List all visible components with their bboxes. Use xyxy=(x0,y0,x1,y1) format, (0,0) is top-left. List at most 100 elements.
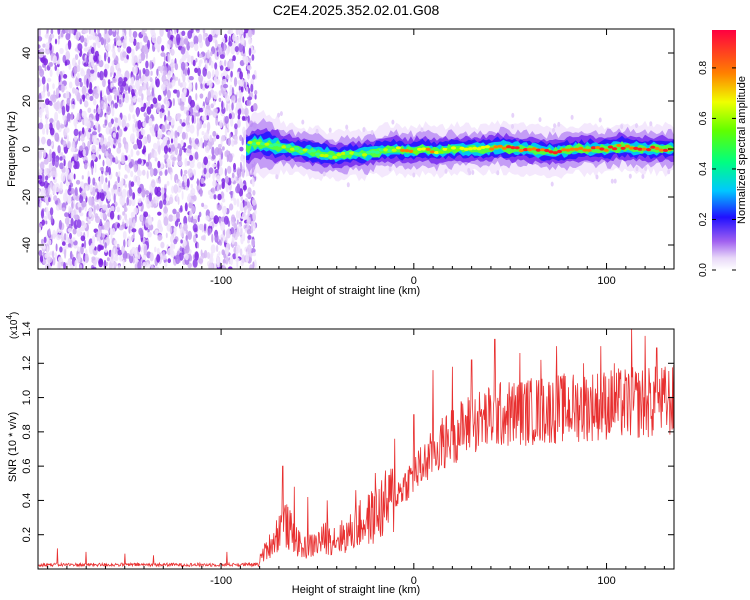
noise-speckle xyxy=(191,114,194,124)
noise-speckle xyxy=(199,187,203,197)
noise-speckle xyxy=(54,111,59,122)
noise-speckle xyxy=(218,97,222,102)
snr-series-line xyxy=(38,329,674,568)
noise-speckle xyxy=(221,135,226,142)
y-tick-label: 1.2 xyxy=(21,356,33,371)
y-tick-label: -20 xyxy=(21,189,33,205)
noise-speckle xyxy=(243,206,247,214)
noise-speckle xyxy=(99,137,104,146)
noise-speckle xyxy=(66,112,71,122)
noise-speckle xyxy=(238,42,244,53)
noise-speckle xyxy=(210,29,216,37)
noise-speckle xyxy=(164,120,168,129)
noise-speckle xyxy=(173,184,179,194)
noise-speckle xyxy=(203,167,207,175)
colorbar-ticks: 0.0 0.2 0.4 0.6 0.8 xyxy=(698,61,736,277)
noise-speckle xyxy=(136,150,140,156)
noise-speckle xyxy=(218,217,221,224)
noise-speckle xyxy=(86,120,91,129)
noise-speckle xyxy=(224,168,227,177)
noise-speckle xyxy=(104,52,107,62)
signal-core-point xyxy=(383,148,389,152)
noise-speckle xyxy=(231,102,234,111)
signal-core-point xyxy=(518,148,525,153)
noise-speckle xyxy=(41,238,44,245)
noise-speckle xyxy=(128,217,132,226)
noise-speckle xyxy=(194,138,199,145)
noise-speckle xyxy=(187,67,190,76)
noise-speckle xyxy=(154,126,157,133)
noise-speckle xyxy=(47,77,52,83)
noise-speckle xyxy=(52,229,57,240)
noise-speckle xyxy=(204,132,209,141)
noise-speckle xyxy=(151,31,157,39)
noise-speckle xyxy=(179,147,183,157)
noise-speckle xyxy=(114,102,118,109)
noise-speckle xyxy=(81,85,87,95)
colorbar-tick-label: 0.0 xyxy=(698,263,709,277)
signal-speckle xyxy=(649,121,653,127)
signal-core-point xyxy=(561,148,567,152)
noise-speckle xyxy=(89,82,93,91)
noise-speckle xyxy=(86,132,90,140)
noise-speckle xyxy=(183,240,187,247)
snr-multiplier-base: (x10 xyxy=(9,319,20,339)
noise-speckle xyxy=(51,94,57,103)
noise-speckle xyxy=(123,58,129,64)
noise-speckle xyxy=(160,241,165,249)
noise-speckle xyxy=(211,163,217,168)
noise-speckle xyxy=(112,77,117,83)
noise-speckle xyxy=(82,148,86,157)
noise-speckle xyxy=(118,160,122,170)
noise-speckle xyxy=(157,94,162,102)
noise-speckle xyxy=(150,103,154,109)
noise-speckle xyxy=(227,165,232,174)
noise-speckle xyxy=(236,183,240,192)
signal-core-point xyxy=(552,151,558,155)
signal-speckle xyxy=(412,172,416,178)
noise-speckle xyxy=(184,202,188,212)
noise-speckle xyxy=(47,256,53,264)
noise-speckle xyxy=(171,144,176,152)
noise-speckle xyxy=(202,123,207,129)
noise-speckle xyxy=(49,127,55,136)
noise-speckle xyxy=(229,84,233,93)
noise-speckle xyxy=(198,211,202,218)
noise-speckle xyxy=(155,78,160,88)
signal-core-point xyxy=(353,152,359,156)
noise-speckle xyxy=(91,165,94,176)
signal-core-point xyxy=(442,147,448,151)
noise-speckle xyxy=(140,214,144,222)
signal-core-point xyxy=(603,148,609,152)
noise-speckle xyxy=(204,108,210,117)
noise-speckle xyxy=(150,70,153,76)
noise-speckle xyxy=(238,210,241,220)
noise-speckle xyxy=(231,86,234,97)
noise-speckle xyxy=(130,76,135,85)
noise-speckle xyxy=(81,127,85,135)
noise-speckle xyxy=(143,35,149,43)
signal-core-point xyxy=(480,145,486,149)
noise-speckle xyxy=(189,199,194,204)
noise-speckle xyxy=(205,215,210,221)
noise-speckle xyxy=(172,215,177,222)
noise-speckle xyxy=(121,188,127,198)
noise-speckle xyxy=(186,178,190,188)
noise-speckle xyxy=(209,222,212,227)
signal-core-point xyxy=(340,151,346,155)
signal-core-point xyxy=(489,147,495,151)
noise-speckle xyxy=(194,67,199,74)
noise-speckle xyxy=(148,96,151,107)
noise-speckle xyxy=(112,132,117,138)
signal-core-point xyxy=(357,152,363,156)
noise-speckle xyxy=(71,161,75,166)
noise-speckle xyxy=(208,34,213,43)
noise-speckle xyxy=(74,54,79,60)
noise-speckle xyxy=(146,106,152,115)
noise-speckle xyxy=(54,252,58,260)
noise-speckle xyxy=(143,112,148,118)
noise-speckle xyxy=(207,160,211,167)
noise-speckle xyxy=(121,245,125,254)
noise-speckle xyxy=(173,243,176,250)
snr-x-ticks: -100 0 100 xyxy=(47,329,665,587)
